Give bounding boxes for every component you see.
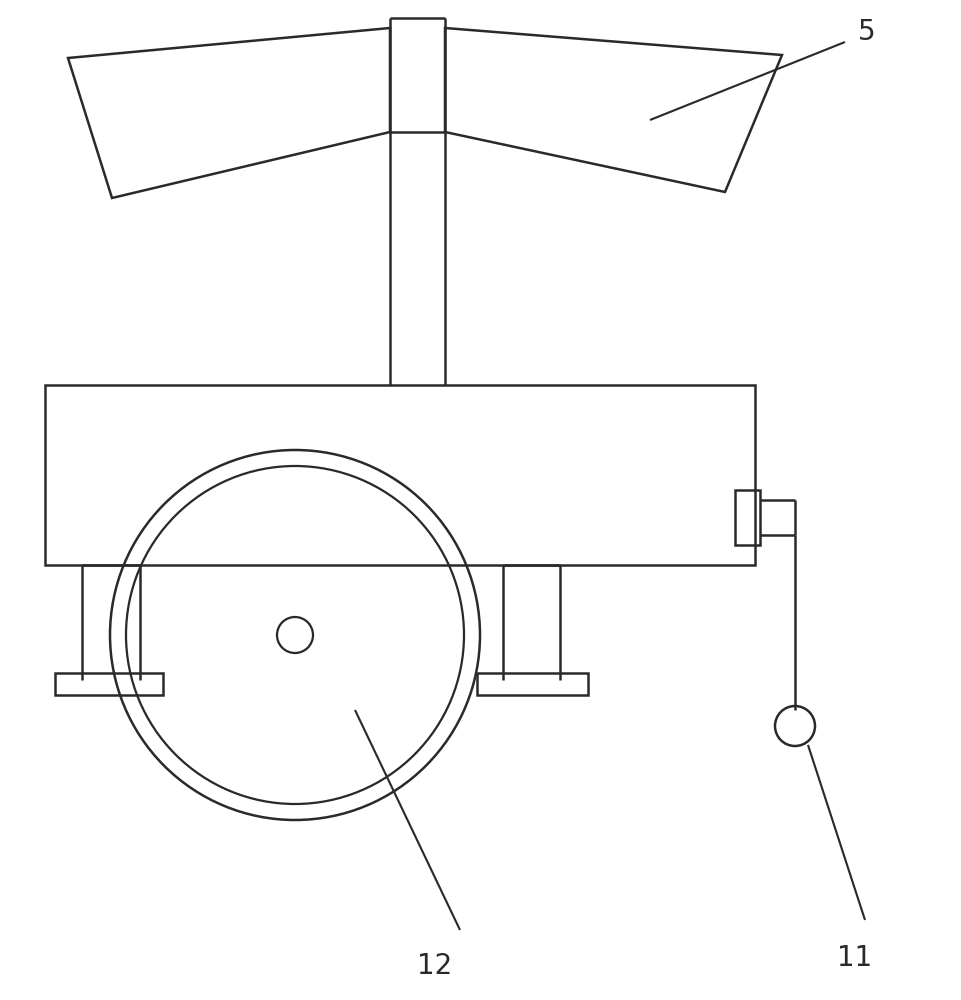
Text: 12: 12 xyxy=(417,952,453,980)
Text: 5: 5 xyxy=(857,18,875,46)
Text: 11: 11 xyxy=(836,944,872,972)
